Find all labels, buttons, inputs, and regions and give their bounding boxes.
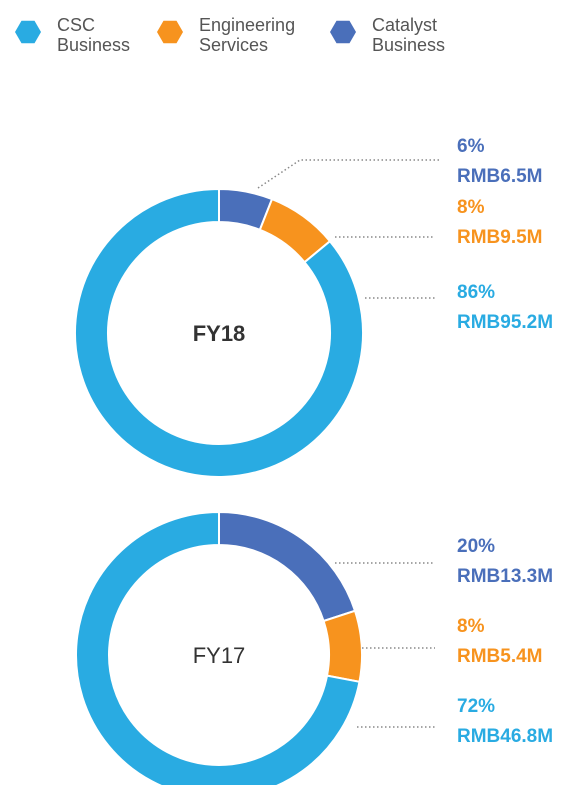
legend-swatch bbox=[15, 20, 41, 44]
legend-label: Catalyst Business bbox=[372, 15, 445, 55]
legend-label: CSC Business bbox=[57, 15, 130, 55]
percent-label: 86% bbox=[457, 282, 495, 303]
amount-label: RMB5.4M bbox=[457, 646, 543, 667]
legend-swatch bbox=[330, 20, 356, 44]
donut-slice bbox=[218, 510, 357, 623]
percent-label: 8% bbox=[457, 197, 485, 218]
donut-slice bbox=[75, 510, 361, 785]
percent-label: 8% bbox=[457, 616, 485, 637]
amount-label: RMB46.8M bbox=[457, 726, 553, 747]
legend-label: Engineering Services bbox=[199, 15, 295, 55]
amount-label: RMB13.3M bbox=[457, 566, 553, 587]
percent-label: 72% bbox=[457, 696, 495, 717]
amount-label: RMB95.2M bbox=[457, 312, 553, 333]
donut-slice bbox=[74, 187, 364, 478]
leader-line bbox=[257, 159, 440, 189]
donut-center-title: FY17 bbox=[193, 643, 246, 668]
legend-swatch bbox=[157, 20, 183, 44]
percent-label: 6% bbox=[457, 136, 485, 157]
percent-label: 20% bbox=[457, 536, 495, 557]
donut-slice bbox=[322, 609, 363, 683]
donut-center-title: FY18 bbox=[193, 321, 246, 346]
amount-label: RMB6.5M bbox=[457, 166, 543, 187]
amount-label: RMB9.5M bbox=[457, 227, 543, 248]
